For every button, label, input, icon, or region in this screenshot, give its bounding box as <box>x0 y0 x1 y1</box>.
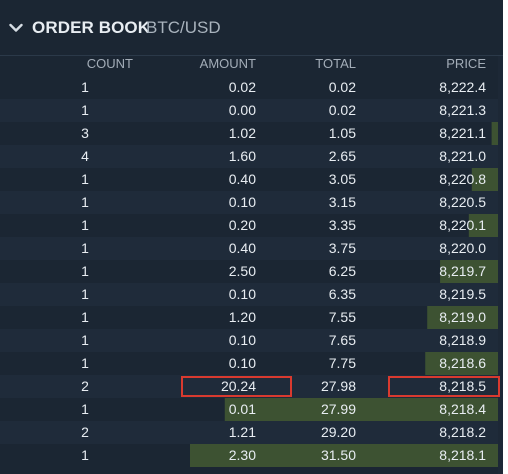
total-cell: 3.75 <box>328 240 356 256</box>
total-cell: 2.65 <box>328 148 356 164</box>
count-cell: 3 <box>81 125 89 141</box>
table-row[interactable]: 3 1.02 1.05 8,221.1 <box>0 122 503 145</box>
table-row[interactable]: 4 1.60 2.65 8,221.0 <box>0 145 503 168</box>
table-row[interactable]: 1 0.00 0.02 8,221.3 <box>0 99 503 122</box>
amount-cell: 1.02 <box>228 125 256 141</box>
price-cell: 8,220.8 <box>439 171 486 187</box>
table-row[interactable]: 1 0.01 27.99 8,218.4 <box>0 398 503 421</box>
column-header-amount[interactable]: AMOUNT <box>199 56 256 71</box>
table-row[interactable]: 1 0.10 7.75 8,218.6 <box>0 352 503 375</box>
total-cell: 7.55 <box>328 309 356 325</box>
amount-cell: 0.10 <box>228 194 256 210</box>
price-cell: 8,218.6 <box>439 355 486 371</box>
price-cell: 8,218.2 <box>439 424 486 440</box>
table-row[interactable]: 2 1.21 29.20 8,218.2 <box>0 421 503 444</box>
chevron-down-icon[interactable] <box>9 22 23 34</box>
price-cell: 8,220.1 <box>439 217 486 233</box>
amount-cell: 2.50 <box>228 263 256 279</box>
count-cell: 1 <box>81 79 89 95</box>
count-cell: 1 <box>81 447 89 463</box>
count-cell: 1 <box>81 332 89 348</box>
total-cell: 1.05 <box>328 125 356 141</box>
amount-cell: 1.20 <box>228 309 256 325</box>
amount-cell: 0.10 <box>228 286 256 302</box>
price-cell: 8,220.0 <box>439 240 486 256</box>
amount-cell: 20.24 <box>220 378 256 394</box>
total-cell: 27.98 <box>320 378 356 394</box>
trading-pair: BTC/USD <box>146 18 221 37</box>
table-row[interactable]: 1 0.10 3.15 8,220.5 <box>0 191 503 214</box>
price-cell: 8,218.9 <box>439 332 486 348</box>
table-row[interactable]: 1 0.40 3.75 8,220.0 <box>0 237 503 260</box>
count-cell: 1 <box>81 355 89 371</box>
table-row[interactable]: 2 20.24 27.98 8,218.5 <box>0 375 503 398</box>
highlight-price-box <box>388 376 500 397</box>
count-cell: 2 <box>81 378 89 394</box>
total-cell: 31.50 <box>320 447 356 463</box>
amount-cell: 0.40 <box>228 171 256 187</box>
amount-cell: 0.00 <box>228 102 256 118</box>
total-cell: 27.99 <box>320 401 356 417</box>
total-cell: 6.35 <box>328 286 356 302</box>
price-cell: 8,221.1 <box>439 125 486 141</box>
scrollbar[interactable] <box>498 56 503 474</box>
count-cell: 1 <box>81 102 89 118</box>
table-row[interactable]: 1 2.30 31.50 8,218.1 <box>0 444 503 467</box>
amount-cell: 0.40 <box>228 240 256 256</box>
count-cell: 2 <box>81 424 89 440</box>
total-cell: 7.65 <box>328 332 356 348</box>
count-cell: 1 <box>81 171 89 187</box>
total-cell: 0.02 <box>328 79 356 95</box>
price-cell: 8,219.0 <box>439 309 486 325</box>
column-header-price[interactable]: PRICE <box>446 56 486 71</box>
price-cell: 8,222.4 <box>439 79 486 95</box>
price-cell: 8,218.4 <box>439 401 486 417</box>
total-cell: 7.75 <box>328 355 356 371</box>
count-cell: 1 <box>81 309 89 325</box>
panel-title: ORDER BOOK <box>32 18 151 37</box>
count-cell: 1 <box>81 194 89 210</box>
table-row[interactable]: 1 0.02 0.02 8,222.4 <box>0 76 503 99</box>
amount-cell: 0.10 <box>228 332 256 348</box>
amount-cell: 1.60 <box>228 148 256 164</box>
count-cell: 1 <box>81 401 89 417</box>
table-row[interactable]: 1 0.10 7.65 8,218.9 <box>0 329 503 352</box>
price-cell: 8,218.1 <box>439 447 486 463</box>
count-cell: 1 <box>81 263 89 279</box>
price-cell: 8,219.5 <box>439 286 486 302</box>
price-cell: 8,221.0 <box>439 148 486 164</box>
total-cell: 3.35 <box>328 217 356 233</box>
price-cell: 8,218.5 <box>439 378 486 394</box>
amount-cell: 0.10 <box>228 355 256 371</box>
amount-cell: 0.20 <box>228 217 256 233</box>
count-cell: 1 <box>81 217 89 233</box>
column-header-count[interactable]: COUNT <box>86 56 133 71</box>
table-row[interactable]: 1 0.20 3.35 8,220.1 <box>0 214 503 237</box>
price-cell: 8,219.7 <box>439 263 486 279</box>
total-cell: 6.25 <box>328 263 356 279</box>
count-cell: 1 <box>81 286 89 302</box>
table-row[interactable]: 1 1.20 7.55 8,219.0 <box>0 306 503 329</box>
total-cell: 0.02 <box>328 102 356 118</box>
amount-cell: 2.30 <box>228 447 256 463</box>
price-cell: 8,221.3 <box>439 102 486 118</box>
total-cell: 29.20 <box>320 424 356 440</box>
count-cell: 4 <box>81 148 89 164</box>
amount-cell: 0.02 <box>228 79 256 95</box>
total-cell: 3.05 <box>328 171 356 187</box>
table-row[interactable]: 1 0.10 6.35 8,219.5 <box>0 283 503 306</box>
order-book-header[interactable]: ORDER BOOK BTC/USD <box>0 0 503 56</box>
total-cell: 3.15 <box>328 194 356 210</box>
amount-cell: 0.01 <box>228 401 256 417</box>
column-header-total[interactable]: TOTAL <box>315 56 356 71</box>
highlight-amount-box <box>181 376 292 397</box>
count-cell: 1 <box>81 240 89 256</box>
table-row[interactable]: 1 0.40 3.05 8,220.8 <box>0 168 503 191</box>
amount-cell: 1.21 <box>228 424 256 440</box>
table-row[interactable]: 1 2.50 6.25 8,219.7 <box>0 260 503 283</box>
price-cell: 8,220.5 <box>439 194 486 210</box>
